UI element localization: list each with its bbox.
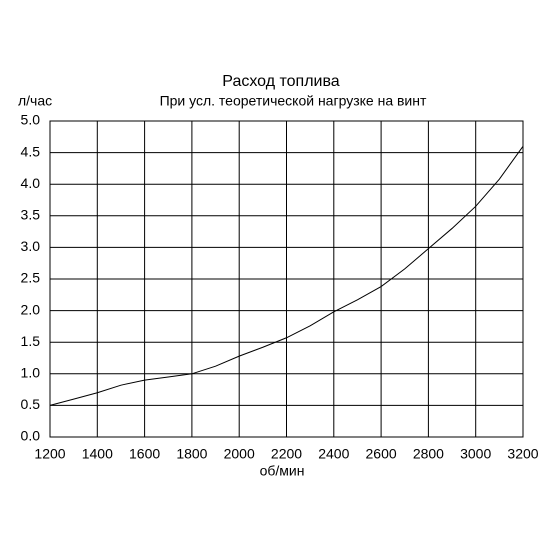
x-axis-label: об/мин <box>260 463 305 479</box>
y-tick-label: 4.5 <box>21 143 41 159</box>
y-tick-label: 4.0 <box>21 175 41 191</box>
y-tick-label: 0.5 <box>21 396 41 412</box>
y-tick-label: 5.0 <box>21 112 41 128</box>
x-tick-label: 1800 <box>176 446 207 462</box>
plot-frame <box>49 120 524 438</box>
y-tick-label: 2.0 <box>21 301 41 317</box>
y-tick-label: 1.5 <box>21 333 41 349</box>
data-line <box>49 145 524 406</box>
x-tick-label: 2600 <box>366 446 397 462</box>
y-axis-label: л/час <box>18 93 52 109</box>
x-tick-label: 1600 <box>129 446 160 462</box>
x-tick-label: 1200 <box>34 446 65 462</box>
x-tick-label: 3000 <box>460 446 491 462</box>
y-tick-label: 3.5 <box>21 207 41 223</box>
y-tick-label: 3.0 <box>21 238 41 254</box>
y-tick-label: 1.0 <box>21 365 41 381</box>
x-tick-label: 2200 <box>271 446 302 462</box>
chart-subtitle: При усл. теоретической нагрузке на винт <box>160 93 427 109</box>
x-tick-label: 2800 <box>413 446 444 462</box>
y-tick-label: 2.5 <box>21 270 41 286</box>
x-tick-label: 2000 <box>224 446 255 462</box>
x-tick-label: 3200 <box>507 446 538 462</box>
x-tick-label: 2400 <box>318 446 349 462</box>
chart-title: Расход топлива <box>222 73 339 90</box>
y-tick-label: 0.0 <box>21 428 41 444</box>
x-tick-label: 1400 <box>82 446 113 462</box>
